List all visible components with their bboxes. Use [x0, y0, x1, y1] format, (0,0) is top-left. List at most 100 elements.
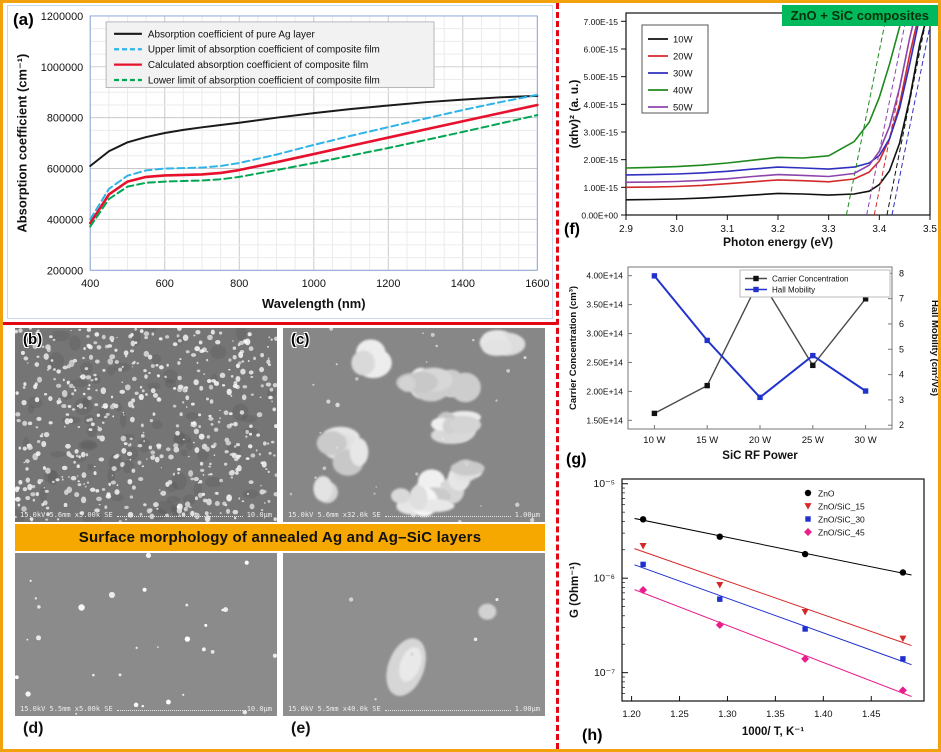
- sem-particle: [62, 378, 65, 382]
- sem-particle: [44, 489, 49, 493]
- sem-particle: [110, 480, 117, 485]
- data-point: [651, 410, 658, 417]
- sem-texture: [111, 494, 124, 502]
- sem-particle: [129, 437, 133, 440]
- sem-particle: [146, 458, 148, 460]
- x-tick-label: 1600: [525, 278, 549, 290]
- sem-particle: [515, 502, 520, 507]
- sem-particle: [80, 451, 86, 458]
- sem-particle: [36, 329, 40, 332]
- sem-particle: [189, 506, 192, 509]
- sem-particle: [35, 635, 42, 641]
- data-point: [753, 286, 759, 293]
- sem-particle: [235, 443, 240, 447]
- sem-particle: [131, 468, 136, 473]
- x-tick-label: 2.9: [619, 224, 633, 235]
- sem-particle: [209, 512, 212, 515]
- x-axis-title: 1000/ T, K⁻¹: [742, 726, 804, 738]
- x-tick-label: 400: [81, 278, 99, 290]
- sem-particle: [238, 361, 242, 365]
- sem-particle: [36, 355, 40, 358]
- sem-particle: [267, 357, 270, 360]
- sem-particle: [108, 591, 115, 598]
- sem-particle: [67, 404, 72, 409]
- sem-particle: [45, 506, 50, 510]
- sem-particle: [172, 404, 177, 408]
- sem-particle: [267, 363, 272, 366]
- sem-particle: [248, 480, 254, 485]
- sem-particle: [127, 400, 134, 408]
- sem-particle: [266, 359, 271, 365]
- legend-box: [105, 21, 435, 88]
- sem-particle: [182, 438, 185, 441]
- legend-label: ZnO: [818, 489, 835, 499]
- sem-particle: [202, 473, 205, 476]
- sem-particle: [107, 344, 113, 348]
- sem-particle: [255, 449, 258, 452]
- x-tick-label: 1.20: [622, 709, 641, 720]
- sem-particle: [80, 374, 86, 380]
- sem-particle: [105, 412, 110, 416]
- x-tick-label: 1.30: [718, 709, 737, 720]
- sem-particle: [210, 329, 215, 335]
- sem-particle: [84, 367, 89, 371]
- y-left-tick-label: 2.00E+14: [586, 386, 623, 396]
- panel-h: 10⁻⁵ 10⁻⁶ 10⁻⁷ 1.20 1.25 1.30 1.35 1.40 1.45 1000…: [562, 469, 938, 747]
- sem-particle: [196, 361, 199, 365]
- sem-particle: [480, 505, 482, 507]
- sem-particle: [104, 505, 108, 510]
- sem-particle: [21, 506, 27, 512]
- sem-particle: [335, 363, 338, 366]
- sem-particle: [67, 453, 73, 458]
- sem-particle: [149, 418, 154, 423]
- sem-micrograph-b: [15, 328, 277, 522]
- sem-particle: [195, 330, 201, 335]
- sem-particle: [435, 344, 438, 348]
- data-point: [862, 296, 869, 302]
- sem-particle: [48, 421, 53, 425]
- sem-particle: [185, 395, 190, 401]
- sem-particle: [217, 420, 221, 424]
- sem-particle: [157, 374, 160, 378]
- x-tick-label: 3.0: [670, 224, 684, 235]
- sem-particle: [144, 374, 148, 379]
- sem-particle: [95, 489, 100, 493]
- sem-particle: [198, 340, 203, 345]
- sem-particle: [224, 450, 229, 454]
- sem-particle: [208, 465, 211, 468]
- sem-particle: [79, 511, 85, 516]
- sem-particle: [273, 492, 277, 497]
- sem-particle: [122, 411, 125, 414]
- sem-particle: [164, 375, 168, 379]
- y-left-tick-label: 1.50E+14: [586, 415, 623, 425]
- sem-particle: [158, 489, 161, 491]
- sem-particle: [159, 454, 164, 459]
- sem-particle: [108, 482, 112, 487]
- y-tick-label: 1.00E-15: [584, 183, 619, 193]
- sem-particle: [188, 470, 194, 477]
- sem-particle: [256, 412, 263, 418]
- sem-particle: [210, 650, 215, 654]
- sem-particle: [167, 479, 173, 485]
- sem-particle: [247, 444, 253, 449]
- sem-particle: [206, 358, 209, 362]
- sem-particle: [116, 336, 118, 339]
- sem-particle: [15, 412, 21, 417]
- sem-particle: [15, 675, 19, 680]
- sem-particle: [66, 380, 70, 384]
- x-tick-label: 10 W: [643, 435, 665, 446]
- y-tick-label: 10⁻⁶: [593, 573, 615, 585]
- y-tick-label: 800000: [47, 113, 83, 125]
- sem-particle: [156, 507, 159, 510]
- sem-particle: [194, 346, 201, 352]
- sem-particle: [78, 328, 82, 331]
- data-point: [801, 550, 809, 558]
- sem-particle: [221, 608, 224, 612]
- sem-particle: [131, 485, 136, 490]
- sem-particle: [374, 698, 377, 701]
- fit-line: [634, 589, 912, 697]
- sem-particle: [259, 366, 265, 373]
- fit-line: [845, 13, 888, 215]
- sem-particle: [194, 512, 197, 514]
- sem-particle: [165, 335, 170, 339]
